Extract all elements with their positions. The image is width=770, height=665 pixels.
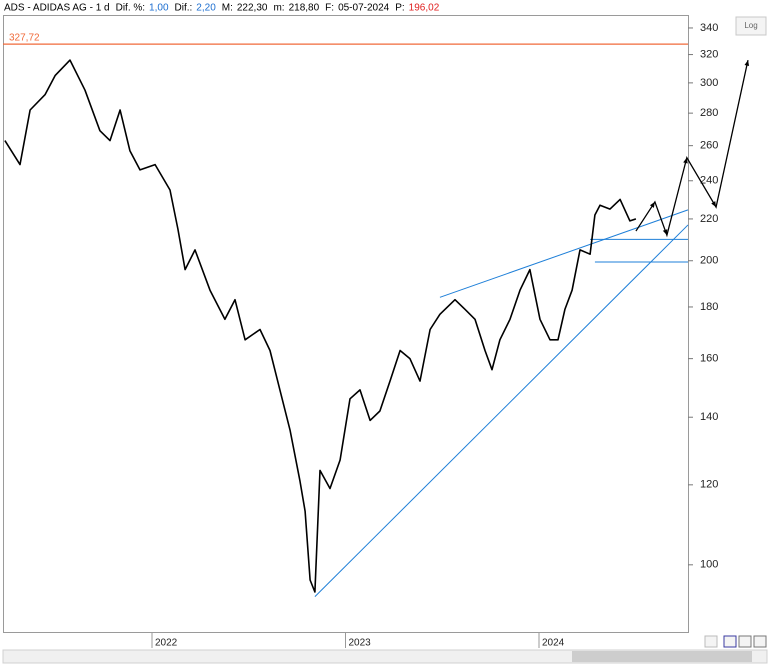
- log-button-label[interactable]: Log: [744, 21, 757, 30]
- y-tick-label: 120: [700, 479, 718, 491]
- header-label: Dif.:: [175, 3, 193, 14]
- arrowhead: [744, 60, 750, 66]
- tool-button[interactable]: [753, 635, 767, 648]
- reference-label: 327,72: [9, 33, 40, 44]
- y-tick-label: 180: [700, 301, 718, 313]
- tool-button[interactable]: [723, 635, 737, 648]
- arrowhead: [649, 201, 655, 208]
- y-tick-label: 200: [700, 255, 718, 267]
- y-tick-label: 240: [700, 175, 718, 187]
- arrowhead: [662, 229, 668, 236]
- tool-button[interactable]: [738, 635, 752, 648]
- header-label: Dif. %:: [116, 3, 145, 14]
- x-tick-label: 2024: [542, 638, 565, 649]
- trendline: [439, 209, 689, 298]
- header-value: 1,00: [149, 3, 169, 14]
- y-tick-label: 260: [700, 140, 718, 152]
- header-value: 218,80: [289, 3, 320, 14]
- y-tick-label: 300: [700, 77, 718, 89]
- header-label: m:: [273, 3, 284, 14]
- header-name: ADS - ADIDAS AG - 1 d: [4, 3, 110, 14]
- arrowhead: [683, 157, 688, 164]
- price-line: [4, 59, 637, 593]
- arrowhead: [711, 201, 717, 208]
- y-tick-label: 280: [700, 107, 718, 119]
- y-tick-label: 340: [700, 22, 718, 34]
- header-value: 196,02: [409, 3, 440, 14]
- header-label: M:: [222, 3, 233, 14]
- tool-button[interactable]: [704, 635, 718, 648]
- header-label: P:: [395, 3, 404, 14]
- trendline: [314, 224, 689, 598]
- y-tick-label: 140: [700, 411, 718, 423]
- x-tick-label: 2022: [155, 638, 178, 649]
- y-tick-label: 220: [700, 213, 718, 225]
- y-tick-label: 320: [700, 48, 718, 60]
- header: ADS - ADIDAS AG - 1 d Dif. %: 1,00 Dif.: 2,2…: [4, 3, 440, 14]
- header-value: 05-07-2024: [338, 3, 390, 14]
- log-button[interactable]: [735, 16, 767, 36]
- scrollbar-thumb[interactable]: [572, 651, 752, 662]
- projection: [635, 59, 749, 238]
- y-tick-label: 160: [700, 353, 718, 365]
- header-value: 2,20: [196, 3, 216, 14]
- y-tick-label: 100: [700, 559, 718, 571]
- header-value: 222,30: [237, 3, 268, 14]
- x-tick-label: 2023: [349, 638, 372, 649]
- header-label: F:: [325, 3, 334, 14]
